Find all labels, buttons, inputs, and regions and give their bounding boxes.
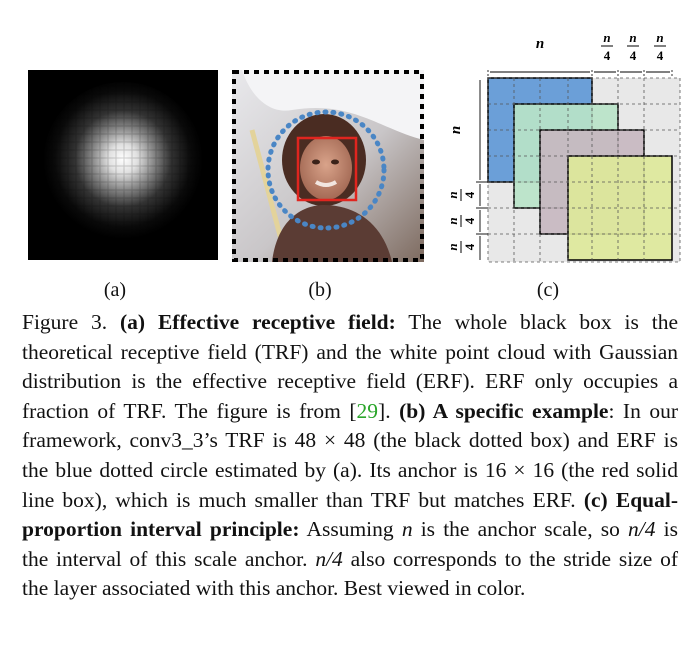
example-photo bbox=[232, 70, 424, 263]
caption-c-body-2: is the anchor scale, so bbox=[412, 517, 629, 542]
caption-c-body-4: also corresponds to the stride size of t… bbox=[22, 546, 678, 601]
erf-dotted-circle bbox=[265, 109, 387, 231]
caption-a-body: The whole black box is the theoretical r… bbox=[22, 310, 679, 423]
caption-math-n-over-4-second: n/4 bbox=[315, 546, 343, 571]
caption-b-body: : In our framework, conv3_3’s TRF is 48 … bbox=[22, 398, 678, 512]
caption-a-head: (a) Effective receptive field: bbox=[120, 310, 396, 334]
top-quarter-den-2: 4 bbox=[630, 48, 637, 63]
top-quarter-den-3: 4 bbox=[657, 48, 664, 63]
caption-c-body-3: is the interval of this scale anchor. bbox=[22, 517, 679, 571]
left-quarter-num-2: n bbox=[445, 217, 460, 224]
caption-c-body-1: Assuming bbox=[299, 517, 402, 542]
left-quarter-den-3: 4 bbox=[462, 243, 477, 250]
panel-label-b: (b) bbox=[308, 279, 332, 301]
caption-math-n-over-4: n/4 bbox=[628, 517, 656, 542]
caption-citation-link[interactable]: 29 bbox=[356, 398, 379, 423]
top-quarter-num-1: n bbox=[603, 30, 610, 45]
top-quarter-den-1: 4 bbox=[604, 48, 611, 63]
example-photo-svg bbox=[232, 70, 424, 263]
figure-caption: Figure 3. (a) Effective receptive field:… bbox=[22, 308, 678, 604]
panel-label-c: (c) bbox=[536, 279, 560, 301]
top-quarter-num-3: n bbox=[656, 30, 663, 45]
caption-fig-label: Figure 3. bbox=[22, 310, 108, 334]
panel-label-a: (a) bbox=[103, 279, 127, 301]
interval-diagram: n n 4 n 4 n 4 n n 4 n 4 n bbox=[436, 30, 686, 270]
interval-diagram-svg: n n 4 n 4 n 4 n n 4 n 4 n bbox=[445, 30, 681, 263]
anchor-red-box bbox=[296, 136, 358, 202]
caption-a-tail: ]. bbox=[378, 398, 400, 423]
left-quarter-num-3: n bbox=[445, 243, 460, 250]
top-quarter-num-2: n bbox=[629, 30, 636, 45]
caption-math-n: n bbox=[401, 517, 413, 542]
left-n-label: n bbox=[448, 126, 464, 134]
caption-c-head: (c) Equal-proportion interval principle: bbox=[22, 487, 679, 542]
face bbox=[300, 136, 352, 200]
left-quarter-num-1: n bbox=[445, 191, 460, 198]
erf-heatmap bbox=[28, 70, 218, 260]
caption-b-head: (b) A specific example bbox=[399, 398, 609, 423]
left-quarter-den-1: 4 bbox=[462, 191, 477, 198]
erf-heatmap-svg bbox=[28, 70, 218, 260]
left-quarter-den-2: 4 bbox=[462, 217, 477, 224]
trf-dotted-box bbox=[232, 70, 424, 262]
top-n-label: n bbox=[536, 36, 544, 52]
